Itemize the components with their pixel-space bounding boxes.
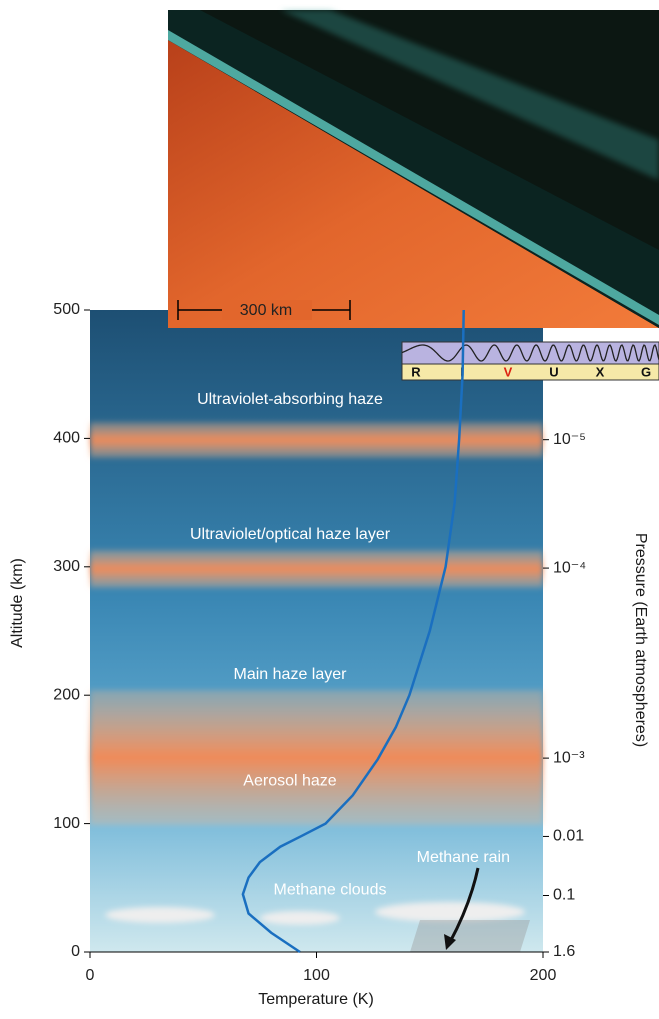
scale-bar-label: 300 km xyxy=(240,302,292,319)
rain-arrowhead xyxy=(444,934,456,950)
spectrum-letter: X xyxy=(596,364,605,379)
x-tick-label: 100 xyxy=(303,967,330,984)
rain-arrow xyxy=(448,867,480,943)
spectrum-letter: G xyxy=(641,364,651,379)
x-axis-label: Temperature (K) xyxy=(258,991,374,1008)
layer-label: Methane clouds xyxy=(274,882,387,899)
y-tick-label: 0 xyxy=(71,943,80,960)
layer-label: Aerosol haze xyxy=(243,772,336,789)
rain-label: Methane rain xyxy=(417,849,510,866)
y-tick-label: 100 xyxy=(53,815,80,832)
y-tick-label: 200 xyxy=(53,686,80,703)
y2-tick-label: 10⁻³ xyxy=(553,749,585,766)
y-axis-label: Altitude (km) xyxy=(9,558,26,648)
rain xyxy=(410,920,530,952)
spectrum-letter: U xyxy=(549,364,558,379)
photo xyxy=(168,10,659,328)
x-tick-label: 0 xyxy=(86,967,95,984)
temperature-line xyxy=(241,309,465,954)
haze-bands xyxy=(90,422,543,925)
layer-label: Main haze layer xyxy=(234,666,348,683)
y2-tick-label: 0.01 xyxy=(553,828,584,845)
y2-tick-label: 1.6 xyxy=(553,943,575,960)
y-tick-label: 500 xyxy=(53,301,80,318)
plot-background xyxy=(90,310,543,952)
spectrum-letter: V xyxy=(504,364,513,379)
spectrum-bar xyxy=(401,341,659,381)
layer-label: Ultraviolet/optical haze layer xyxy=(190,526,391,543)
y-tick-label: 400 xyxy=(53,430,80,447)
y2-tick-label: 0.1 xyxy=(553,887,575,904)
y-tick-label: 300 xyxy=(53,558,80,575)
y2-tick-label: 10⁻⁴ xyxy=(553,559,586,576)
spectrum-letter: R xyxy=(411,364,421,379)
x-tick-label: 200 xyxy=(530,967,557,984)
y2-axis-label: Pressure (Earth atmospheres) xyxy=(632,533,649,747)
layer-label: Ultraviolet-absorbing haze xyxy=(197,391,383,408)
y2-tick-label: 10⁻⁵ xyxy=(553,431,586,448)
